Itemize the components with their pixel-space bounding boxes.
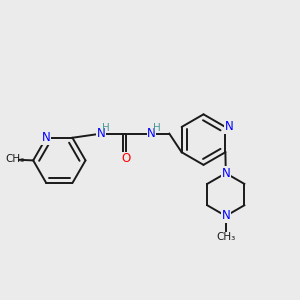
Text: N: N [221,167,230,180]
Text: H: H [102,123,110,133]
Text: CH₃: CH₃ [216,232,236,242]
Text: N: N [221,209,230,223]
Text: N: N [225,121,233,134]
Text: N: N [147,127,156,140]
Text: H: H [153,123,161,133]
Text: O: O [122,152,131,165]
Text: N: N [42,131,51,144]
Text: CH₃: CH₃ [5,154,25,164]
Text: N: N [97,127,105,140]
